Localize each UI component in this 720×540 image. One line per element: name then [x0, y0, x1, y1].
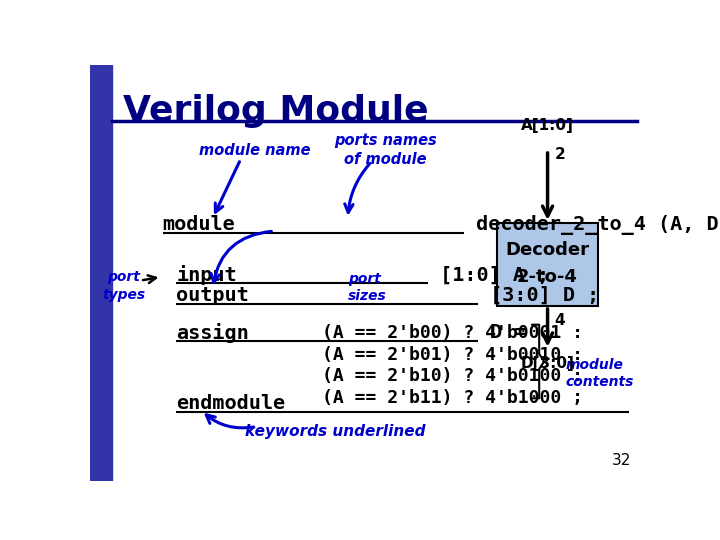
Text: (A == 2'b01) ? 4'b0010 :: (A == 2'b01) ? 4'b0010 : — [322, 346, 582, 363]
Text: [1:0] A ;: [1:0] A ; — [428, 265, 549, 284]
Text: input: input — [176, 265, 237, 285]
Text: 32: 32 — [612, 453, 631, 468]
Text: (A == 2'b10) ? 4'b0100 :: (A == 2'b10) ? 4'b0100 : — [322, 367, 582, 385]
Text: (A == 2'b00) ? 4'b0001 :: (A == 2'b00) ? 4'b0001 : — [322, 324, 582, 342]
Text: 2: 2 — [554, 147, 565, 161]
Text: [3:0] D ;: [3:0] D ; — [478, 286, 599, 305]
Text: module
contents: module contents — [566, 357, 634, 389]
Text: module: module — [163, 215, 235, 234]
Text: 2-to-4: 2-to-4 — [517, 268, 578, 286]
Text: (A == 2'b11) ? 4'b1000 ;: (A == 2'b11) ? 4'b1000 ; — [322, 389, 582, 407]
Text: port
types: port types — [102, 271, 145, 302]
Text: port
sizes: port sizes — [348, 272, 387, 303]
Text: 4: 4 — [554, 313, 565, 328]
Text: D =: D = — [478, 323, 526, 342]
Text: module name: module name — [199, 143, 310, 158]
Text: Decoder: Decoder — [505, 241, 590, 259]
Text: decoder_2_to_4 (A, D) ;: decoder_2_to_4 (A, D) ; — [464, 215, 720, 235]
FancyBboxPatch shape — [498, 223, 598, 306]
Text: endmodule: endmodule — [176, 394, 286, 413]
Text: D[3:0]: D[3:0] — [521, 356, 575, 371]
Text: Verilog Module: Verilog Module — [124, 94, 429, 128]
Bar — [90, 65, 112, 481]
Text: A[1:0]: A[1:0] — [521, 118, 574, 133]
Text: output: output — [176, 286, 249, 305]
Text: keywords underlined: keywords underlined — [246, 424, 426, 439]
Text: assign: assign — [176, 323, 249, 343]
Text: ports names
of module: ports names of module — [334, 133, 437, 167]
